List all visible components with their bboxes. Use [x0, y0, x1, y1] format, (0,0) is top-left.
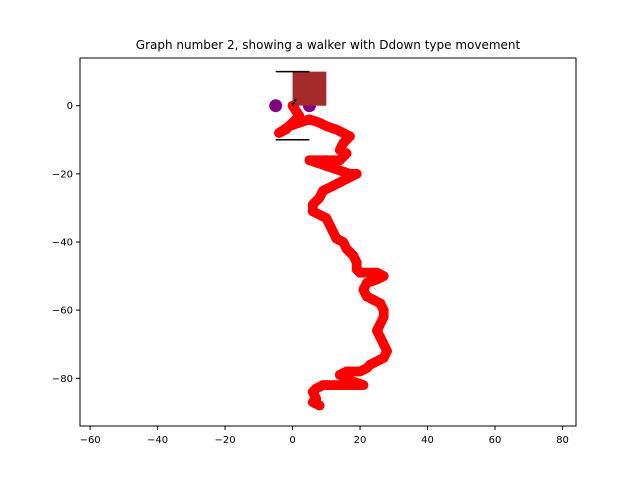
chart-title: Graph number 2, showing a walker with Dd…: [136, 38, 521, 52]
y-tick-label: −80: [52, 374, 73, 385]
x-tick-label: −40: [147, 435, 168, 446]
y-tick-label: 0: [67, 101, 73, 112]
marker-point: [269, 99, 283, 113]
y-tick-label: −40: [52, 238, 73, 249]
x-tick-label: 40: [421, 435, 434, 446]
black-segment: [291, 98, 297, 107]
walker-point: [314, 400, 325, 411]
y-tick-label: −20: [52, 169, 73, 180]
walker-path: [274, 100, 393, 411]
x-tick-label: 60: [489, 435, 502, 446]
brown-square: [292, 71, 327, 106]
y-axis: 0 −20 −40 −60 −80: [52, 101, 80, 385]
x-tick-label: 0: [289, 435, 295, 446]
x-tick-label: −20: [215, 435, 236, 446]
x-tick-label: 80: [556, 435, 569, 446]
x-tick-label: 20: [354, 435, 367, 446]
y-tick-label: −60: [52, 306, 73, 317]
x-axis: −60 −40 −20 0 20 40 60 80: [80, 426, 569, 446]
plot-area: [269, 70, 393, 411]
x-tick-label: −60: [80, 435, 101, 446]
